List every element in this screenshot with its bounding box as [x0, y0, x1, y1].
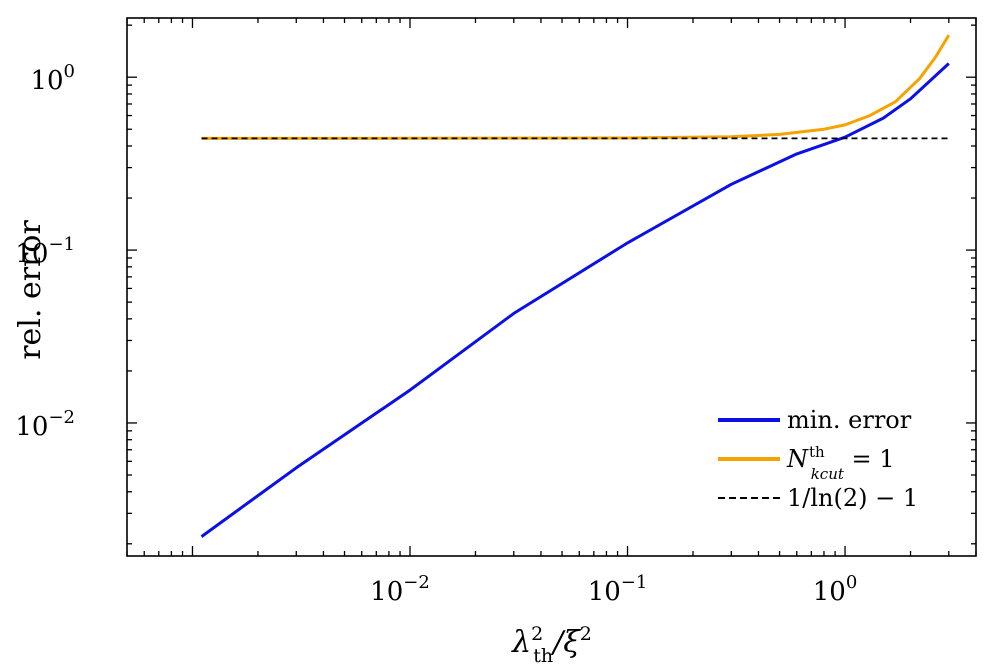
y-tick-label: 10−2	[15, 407, 75, 442]
y-tick-label: 10−1	[15, 234, 75, 269]
ticks	[126, 18, 977, 556]
x-tick-label: 10−2	[370, 572, 430, 607]
plot-frame	[126, 17, 977, 557]
y-axis-label: rel. error	[13, 220, 48, 360]
y-tick-label: 100	[30, 61, 75, 96]
x-tick-label: 100	[813, 572, 858, 607]
series-layer	[200, 34, 951, 538]
legend-label-nkcut: Nth kcut = 1	[786, 443, 895, 483]
series-line-1	[201, 34, 951, 140]
series-line-0	[200, 62, 950, 538]
x-tick-label: 10−1	[588, 572, 648, 607]
x-axis-label: λ2 th/ξ2	[511, 623, 592, 664]
legend: min. error Nth kcut = 1 1/ln(2) − 1	[718, 406, 918, 512]
legend-label-min-error: min. error	[787, 406, 912, 434]
tick-labels: 10−2 10−1 100 10−2 10−1 100	[15, 61, 857, 607]
legend-label-ln2: 1/ln(2) − 1	[787, 484, 918, 512]
